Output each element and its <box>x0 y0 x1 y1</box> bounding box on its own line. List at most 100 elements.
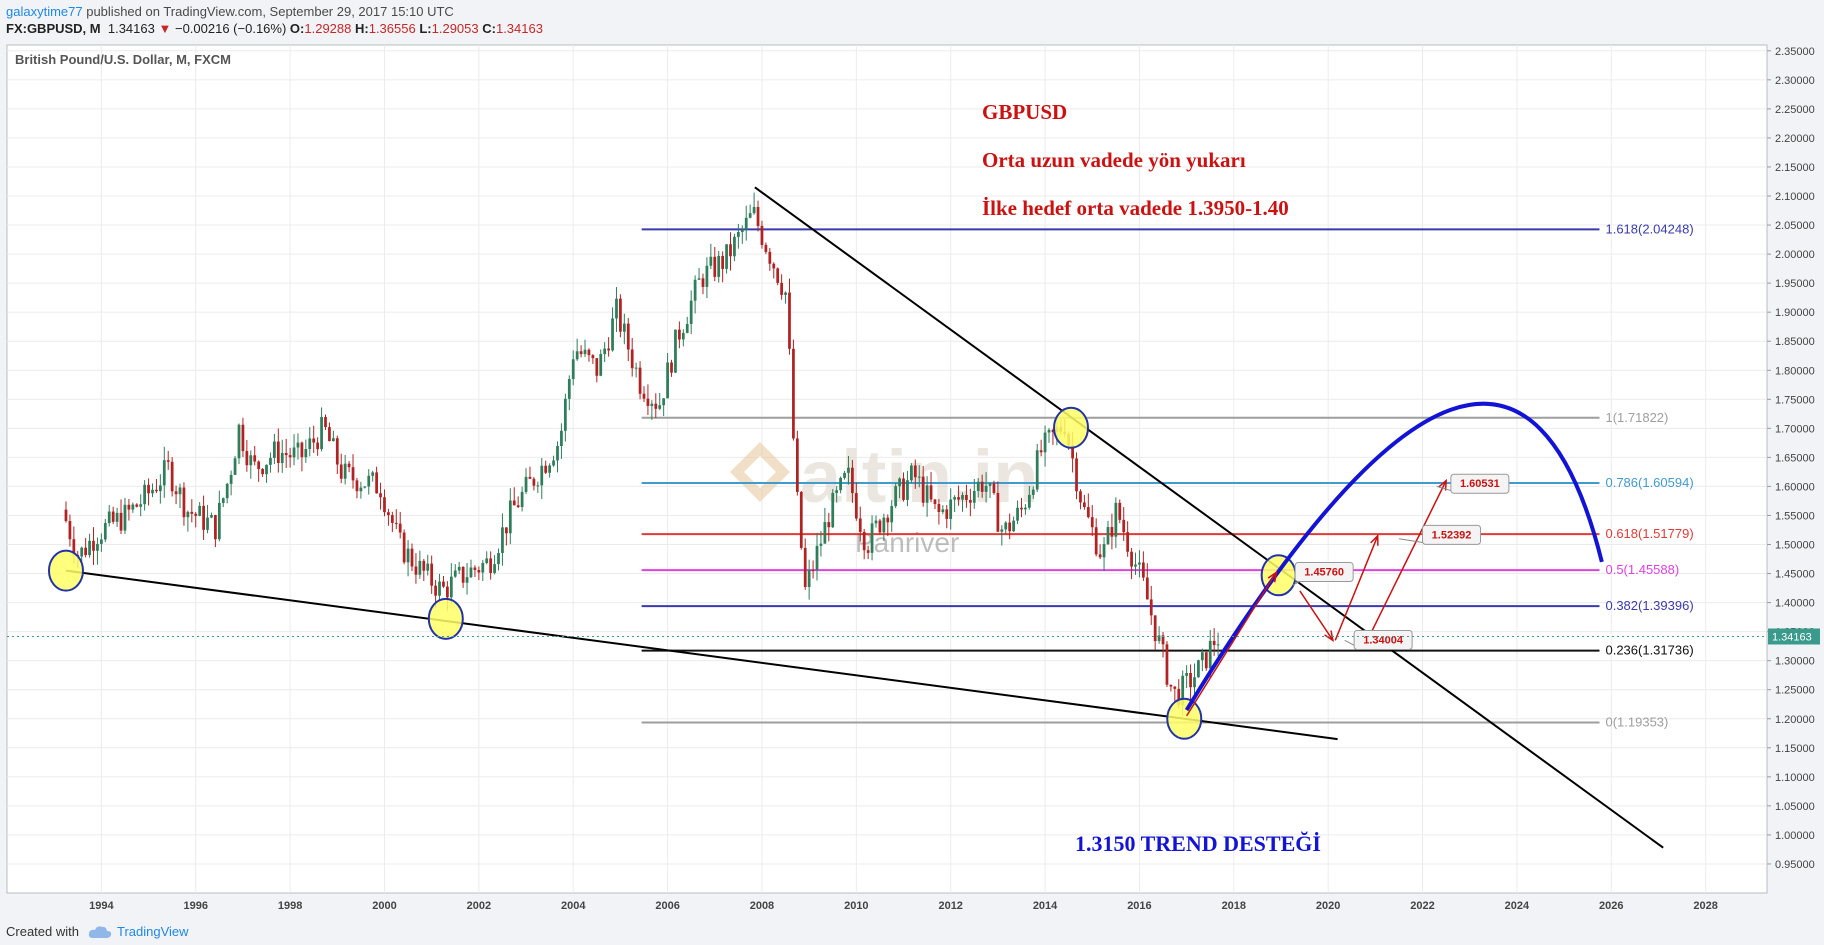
fib-level-label: 0.618(1.51779) <box>1605 526 1693 541</box>
candle-body <box>186 511 190 518</box>
fib-level-label: 0(1.19353) <box>1605 715 1668 730</box>
candle-body <box>776 268 780 283</box>
candle-body <box>214 515 217 540</box>
candle-body <box>862 531 866 551</box>
y-tick-label: 1.00000 <box>1775 830 1815 842</box>
candle-body <box>99 539 103 544</box>
candle-body <box>394 522 398 524</box>
candle-body <box>685 324 689 333</box>
candle-body <box>894 486 898 507</box>
candle-body <box>249 455 253 466</box>
support-trendline <box>65 569 1338 741</box>
candle-body <box>929 485 933 500</box>
high-label: H: <box>355 21 369 36</box>
candle-body <box>831 492 835 528</box>
candle-body <box>792 348 795 439</box>
fib-level-label: 0.5(1.45588) <box>1605 562 1679 577</box>
annotation-line-3[interactable]: İlke hedef orta vadede 1.3950-1.40 <box>982 196 1289 220</box>
candle-body <box>599 354 603 376</box>
candle-body <box>119 512 123 531</box>
candle-body <box>516 505 520 508</box>
candle-body <box>670 362 673 373</box>
candle-body <box>882 517 886 533</box>
candle-body <box>713 256 717 277</box>
candle-body <box>477 569 481 573</box>
publish-text: published on TradingView.com, September … <box>82 4 454 19</box>
candle-body <box>583 349 587 355</box>
candle-body <box>107 511 111 524</box>
candle-body <box>819 543 823 546</box>
candle-body <box>866 550 870 553</box>
y-tick-label: 2.25000 <box>1775 104 1815 116</box>
candle-body <box>280 452 284 463</box>
publish-info: galaxytime77 published on TradingView.co… <box>6 4 454 19</box>
candle-body <box>768 251 772 264</box>
candle-body <box>367 475 371 487</box>
candle-body <box>1185 673 1189 676</box>
symbol-name[interactable]: FX:GBPUSD, M <box>6 21 101 36</box>
candle-body <box>693 279 697 301</box>
candle-body <box>331 438 335 442</box>
candle-body <box>1047 429 1051 433</box>
projection-arrow-head <box>1438 478 1447 491</box>
candle-body <box>906 480 909 500</box>
candle-body <box>1118 502 1122 520</box>
chart-area[interactable]: altin.in Panriver 1.618(2.04248)1(1.7182… <box>0 42 1824 919</box>
trendlines[interactable] <box>65 186 1664 849</box>
chart-header: galaxytime77 published on TradingView.co… <box>0 0 1824 42</box>
fib-level-label: 1.618(2.04248) <box>1605 221 1693 236</box>
candle-body <box>748 213 752 218</box>
y-tick-label: 1.80000 <box>1775 365 1815 377</box>
candle-body <box>449 576 453 598</box>
candle-body <box>1216 644 1220 646</box>
y-tick-label: 1.20000 <box>1775 714 1815 726</box>
y-tick-label: 1.85000 <box>1775 336 1815 348</box>
candle-body <box>674 329 677 373</box>
candle-body <box>1130 551 1133 567</box>
candle-body <box>1169 684 1173 687</box>
author-link[interactable]: galaxytime77 <box>6 4 83 19</box>
support-annotation[interactable]: 1.3150 TREND DESTEĞİ <box>1075 831 1321 856</box>
candle-body <box>135 504 139 507</box>
pivot-circle <box>47 549 84 592</box>
candle-body <box>788 292 791 349</box>
candle-body <box>1035 450 1039 490</box>
tradingview-link[interactable]: TradingView <box>117 924 189 939</box>
projection[interactable] <box>1184 401 1604 717</box>
candle-body <box>194 513 198 516</box>
plot-area[interactable] <box>6 44 1768 894</box>
candle-body <box>752 207 756 214</box>
candle-body <box>870 523 874 553</box>
candle-body <box>300 442 304 458</box>
candle-body <box>328 427 331 442</box>
candle-body <box>1204 652 1208 669</box>
candle-body <box>174 491 178 495</box>
candle-body <box>1110 527 1114 537</box>
candle-body <box>245 450 249 466</box>
candle-body <box>1090 517 1094 528</box>
price-chart[interactable]: altin.in Panriver 1.618(2.04248)1(1.7182… <box>0 42 1824 919</box>
candle-body <box>949 499 953 519</box>
projection-arrow <box>1334 535 1379 641</box>
candle-body <box>379 493 382 498</box>
price-callouts[interactable]: 1.45760 1.34004 1.52392 1.60531 <box>1292 473 1510 650</box>
candle-body <box>151 489 154 494</box>
pivot-circles[interactable] <box>47 406 1297 740</box>
candle-body <box>756 207 760 226</box>
candle-body <box>1027 494 1031 508</box>
candle-body <box>64 509 68 521</box>
candle-body <box>1075 458 1078 492</box>
candle-body <box>363 486 367 488</box>
projection-arrow-head <box>1267 570 1278 583</box>
y-tick-label: 2.15000 <box>1775 162 1815 174</box>
annotation-line-2[interactable]: Orta uzun vadede yön yukarı <box>982 148 1246 172</box>
candle-body <box>414 566 418 575</box>
candle-body <box>1153 615 1157 642</box>
candle-body <box>1071 445 1074 459</box>
y-tick-label: 1.40000 <box>1775 598 1815 610</box>
candle-body <box>1079 491 1082 503</box>
tradingview-cloud-icon[interactable] <box>88 925 112 939</box>
candle-body <box>725 244 728 269</box>
annotation-line-1[interactable]: GBPUSD <box>982 100 1067 124</box>
candle-body <box>72 539 76 556</box>
